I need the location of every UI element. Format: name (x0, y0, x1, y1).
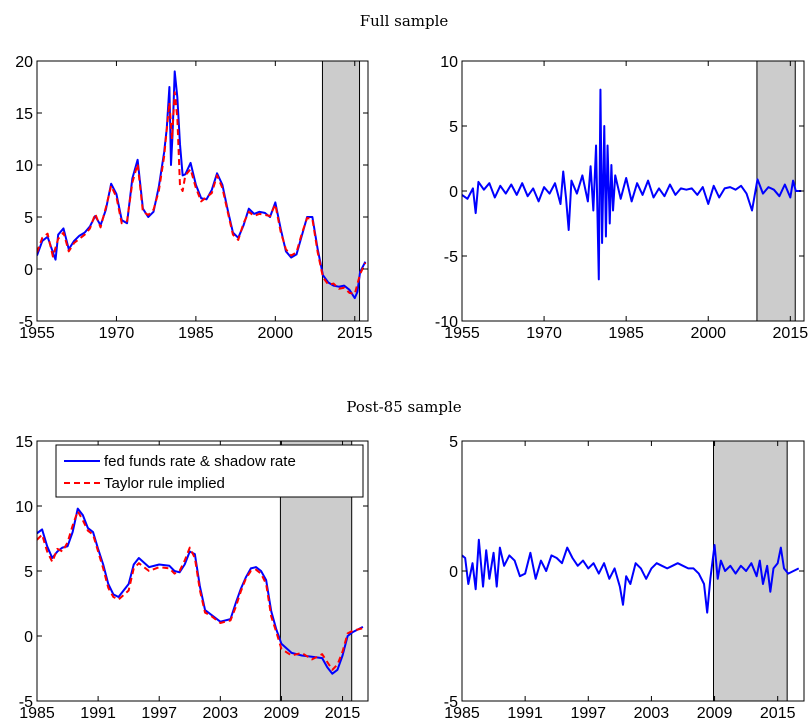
chart-post85-sample-rates: 1985 1991 1997 2003 2009 2015 -5 0 5 10 15 fed fund… (15, 434, 369, 722)
x-tick-label: 2000 (258, 325, 294, 342)
y-tick-label: 5 (24, 210, 33, 227)
chart-full-sample-rates: 1955 1970 1985 2000 2015 -5 0 5 10 15 20 (15, 54, 372, 342)
y-tick-label: -5 (444, 249, 458, 266)
x-tick-label: 2015 (325, 705, 361, 722)
series-line-rate (462, 538, 800, 614)
y-tick-label: 0 (449, 184, 458, 201)
x-tick-label: 1985 (608, 325, 644, 342)
y-tick-label: -5 (19, 314, 33, 331)
y-tick-label: 5 (24, 564, 33, 581)
shaded-region (321, 60, 361, 322)
x-tick-label: 1985 (444, 705, 480, 722)
row-title-full-sample: Full sample (360, 12, 449, 30)
x-tick-label: 1970 (526, 325, 562, 342)
y-tick-label: 5 (449, 119, 458, 136)
y-tick-label: -5 (19, 694, 33, 711)
series-line-taylor-rule (37, 510, 364, 671)
y-tick-label: 15 (15, 434, 33, 451)
x-tick-label: 1997 (141, 705, 177, 722)
x-tick-label: 1955 (19, 325, 55, 342)
series-line-rate (462, 88, 802, 281)
x-tick-label: 2015 (773, 325, 809, 342)
y-tick-label: 0 (449, 564, 458, 581)
y-tick-label: 5 (449, 434, 458, 451)
legend-box (55, 444, 364, 498)
x-tick-label: 2015 (760, 705, 796, 722)
axes-frame (36, 60, 369, 322)
x-tick-label: 1985 (19, 705, 55, 722)
y-tick-label: 0 (24, 262, 33, 279)
legend-label: Taylor rule implied (104, 475, 225, 492)
axes-frame (461, 60, 805, 322)
y-tick-label: 10 (15, 158, 33, 175)
x-tick-label: 1970 (99, 325, 135, 342)
chart-full-sample-deviation: 1955 1970 1985 2000 2015 -10 -5 0 5 10 (435, 54, 808, 342)
y-tick-label: 10 (15, 499, 33, 516)
legend: fed funds rate & shadow rate Taylor rule … (55, 444, 364, 498)
x-tick-label: 1991 (507, 705, 543, 722)
y-tick-label: 20 (15, 54, 33, 71)
x-tick-label: 2009 (264, 705, 300, 722)
legend-label: fed funds rate & shadow rate (104, 453, 296, 470)
y-tick-label: -10 (435, 314, 458, 331)
series-line-taylor-rule (37, 91, 367, 295)
x-tick-label: 2015 (337, 325, 373, 342)
series-line-rate (37, 70, 367, 300)
x-tick-label: 2000 (690, 325, 726, 342)
y-tick-label: 15 (15, 106, 33, 123)
y-tick-label: 0 (24, 629, 33, 646)
x-tick-label: 2009 (697, 705, 733, 722)
y-tick-label: 10 (440, 54, 458, 71)
x-tick-label: 2003 (634, 705, 670, 722)
x-tick-label: 1985 (178, 325, 214, 342)
row-title-post85-sample: Post-85 sample (346, 398, 461, 416)
x-tick-label: 1997 (570, 705, 606, 722)
x-tick-label: 1955 (444, 325, 480, 342)
x-tick-label: 2003 (203, 705, 239, 722)
y-tick-label: -5 (444, 694, 458, 711)
chart-post85-sample-deviation: 1985 1991 1997 2003 2009 2015 -5 0 5 (444, 434, 805, 722)
x-tick-label: 1991 (80, 705, 116, 722)
